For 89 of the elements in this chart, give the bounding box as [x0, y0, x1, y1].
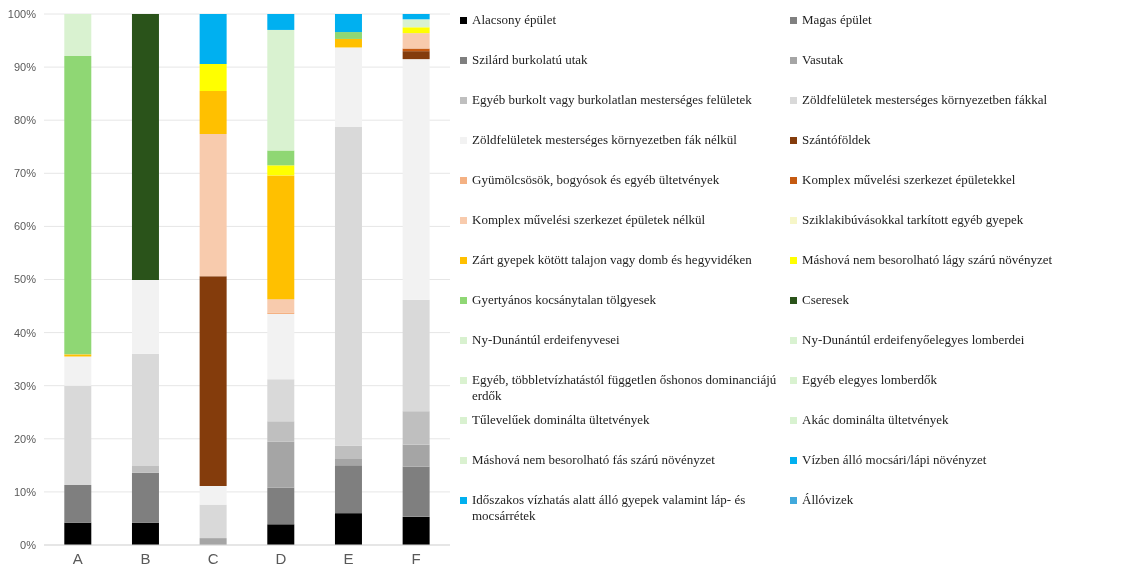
bar: [131, 353, 159, 466]
y-tick-label: 30%: [13, 379, 37, 392]
x-tick-label: D: [275, 549, 287, 567]
bar: [402, 33, 430, 49]
y-tick-label: 80%: [13, 114, 37, 127]
legend-label: Akác dominálta ültetvények: [802, 412, 949, 428]
y-tick-label: 20%: [13, 432, 37, 445]
bar: [267, 487, 295, 525]
bar: [199, 14, 227, 64]
bar: [131, 472, 159, 523]
bar: [131, 522, 159, 545]
bar: [402, 51, 430, 60]
bar: [64, 485, 92, 523]
legend-label: Zöldfelületek mesterséges környezetben fákkal: [802, 92, 1048, 108]
y-tick-label: 0%: [20, 538, 37, 551]
bar: [64, 385, 92, 485]
bar: [402, 299, 430, 412]
legend-label: Magas épület: [802, 12, 872, 28]
bar: [267, 150, 295, 166]
bar: [267, 379, 295, 422]
bar: [267, 14, 295, 30]
legend-label: Vasutak: [802, 52, 844, 68]
bar: [402, 444, 430, 467]
bar: [402, 14, 430, 20]
bar: [334, 458, 362, 466]
bar: [199, 91, 227, 135]
legend-label: Időszakos vízhatás alatt álló gyepek valamint láp- és mocsárrétek: [472, 492, 747, 524]
legend-label: Ny-Dunántúl erdeifenyőelegyes lomberdei: [802, 332, 1025, 348]
bar: [334, 32, 362, 39]
legend-label: Zöldfelületek mesterséges környezetben fák nélkül: [472, 132, 737, 148]
bar: [267, 165, 295, 176]
y-tick-label: 100%: [7, 7, 37, 20]
x-tick-label: F: [411, 549, 421, 567]
bar: [199, 63, 227, 91]
bar: [267, 175, 295, 300]
bar: [131, 465, 159, 473]
legend-label: Ny-Dunántúl erdeifenyvesei: [472, 332, 620, 348]
bar: [199, 504, 227, 539]
x-tick-label: E: [343, 549, 354, 567]
y-tick-label: 60%: [13, 220, 37, 233]
bar: [334, 513, 362, 545]
bar: [402, 516, 430, 545]
x-tick-label: B: [140, 549, 151, 567]
bar: [402, 19, 430, 28]
legend-label: Egyéb elegyes lomberdők: [802, 372, 938, 388]
legend-label: Máshová nem besorolható lágy szárú növényzet: [802, 252, 1053, 268]
legend-label: Gyümölcsösök, bogyósok és egyéb ültetvények: [472, 172, 720, 188]
legend-label: Tűlevelűek dominálta ültetvények: [472, 412, 650, 428]
bar: [267, 441, 295, 488]
legend-label: Zárt gyepek kötött talajon vagy domb és hegyvidéken: [472, 252, 752, 268]
legend-label: Egyéb, többletvízhatástól független őshonos dominanciájú erdők: [472, 372, 778, 404]
y-tick-label: 50%: [13, 273, 37, 286]
legend-label: Gyertyános kocsánytalan tölgyesek: [472, 292, 657, 308]
y-tick-label: 10%: [13, 485, 37, 498]
bar: [334, 38, 362, 48]
legend-label: Komplex művelési szerkezet épületekkel: [802, 172, 1016, 188]
y-tick-label: 70%: [13, 167, 37, 180]
legend-label: Komplex művelési szerkezet épületek nélkül: [472, 212, 706, 228]
legend-label: Szántóföldek: [802, 132, 871, 148]
bar: [334, 465, 362, 514]
bar: [402, 411, 430, 445]
x-tick-label: C: [207, 549, 219, 567]
bar: [334, 127, 362, 446]
bar: [64, 522, 92, 545]
bar: [199, 276, 227, 487]
bar: [334, 445, 362, 459]
bar: [402, 466, 430, 517]
legend-label: Máshová nem besorolható fás szárú növényzet: [472, 452, 715, 468]
bar: [199, 134, 227, 277]
legend-label: Sziklakibúvásokkal tarkított egyéb gyepek: [802, 212, 1024, 228]
bar: [267, 29, 295, 151]
bar: [267, 524, 295, 545]
y-tick-label: 40%: [13, 326, 37, 339]
legend-label: Egyéb burkolt vagy burkolatlan mesterséges felületek: [472, 92, 752, 108]
y-tick-label: 90%: [13, 61, 37, 73]
bar: [267, 299, 295, 313]
bar: [64, 354, 92, 357]
legend-label: Alacsony épület: [472, 12, 557, 28]
bar: [64, 55, 92, 355]
bar: [334, 14, 362, 33]
bar: [402, 27, 430, 34]
legend-label: Szilárd burkolatú utak: [472, 52, 588, 68]
legend-label: Vízben álló mocsári/lápi növényzet: [802, 452, 987, 468]
bar: [64, 14, 92, 56]
bar: [267, 421, 295, 442]
x-tick-label: A: [72, 549, 83, 567]
legend-label: Állóvizek: [802, 492, 854, 508]
bar: [131, 14, 159, 281]
legend-label: Cseresek: [802, 292, 849, 308]
